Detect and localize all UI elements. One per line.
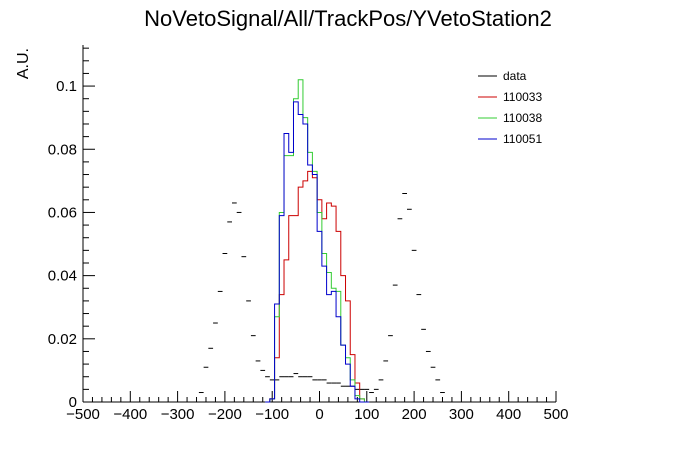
y-axis-label: A.U. [15, 48, 32, 79]
series-data [198, 192, 445, 394]
legend: data 110033 110038 110051 [478, 69, 542, 146]
x-tick-label: 0 [315, 406, 323, 423]
legend-label: data [503, 69, 527, 83]
legend-item: data [478, 69, 527, 83]
x-tick-label: −300 [161, 406, 195, 423]
plot-frame [82, 45, 556, 403]
legend-item: 110033 [478, 90, 542, 104]
legend-item: 110051 [478, 132, 542, 146]
y-tick-label: 0.02 [48, 331, 77, 348]
legend-label: 110038 [503, 111, 542, 125]
x-tick-label: 200 [402, 406, 427, 423]
x-tick-label: 400 [496, 406, 521, 423]
x-tick-label: −200 [208, 406, 242, 423]
series-line [265, 79, 370, 403]
legend-item: 110038 [478, 111, 542, 125]
y-tick-label: 0.08 [48, 141, 77, 158]
chart-title: NoVetoSignal/All/TrackPos/YVetoStation2 [144, 6, 552, 31]
legend-label: 110051 [503, 132, 542, 146]
x-tick-label: 500 [543, 406, 568, 423]
series-110051 [265, 101, 370, 403]
x-tick-label: 100 [354, 406, 379, 423]
y-tick-label: 0.04 [48, 268, 77, 285]
series-110038 [265, 79, 370, 403]
x-tick-label: −100 [255, 406, 289, 423]
x-tick-label: −500 [66, 406, 100, 423]
x-tick-label: 300 [449, 406, 474, 423]
series-line [265, 101, 370, 403]
x-tick-label: −400 [113, 406, 147, 423]
y-tick-label: 0 [69, 394, 77, 411]
axes: −500 −400 −300 −200 −100 0 100 200 300 400 500 0 0.0… [48, 47, 569, 423]
y-tick-label: 0.06 [48, 204, 77, 221]
y-tick-label: 0.1 [56, 78, 77, 95]
legend-label: 110033 [503, 90, 542, 104]
series-layer [198, 79, 445, 403]
